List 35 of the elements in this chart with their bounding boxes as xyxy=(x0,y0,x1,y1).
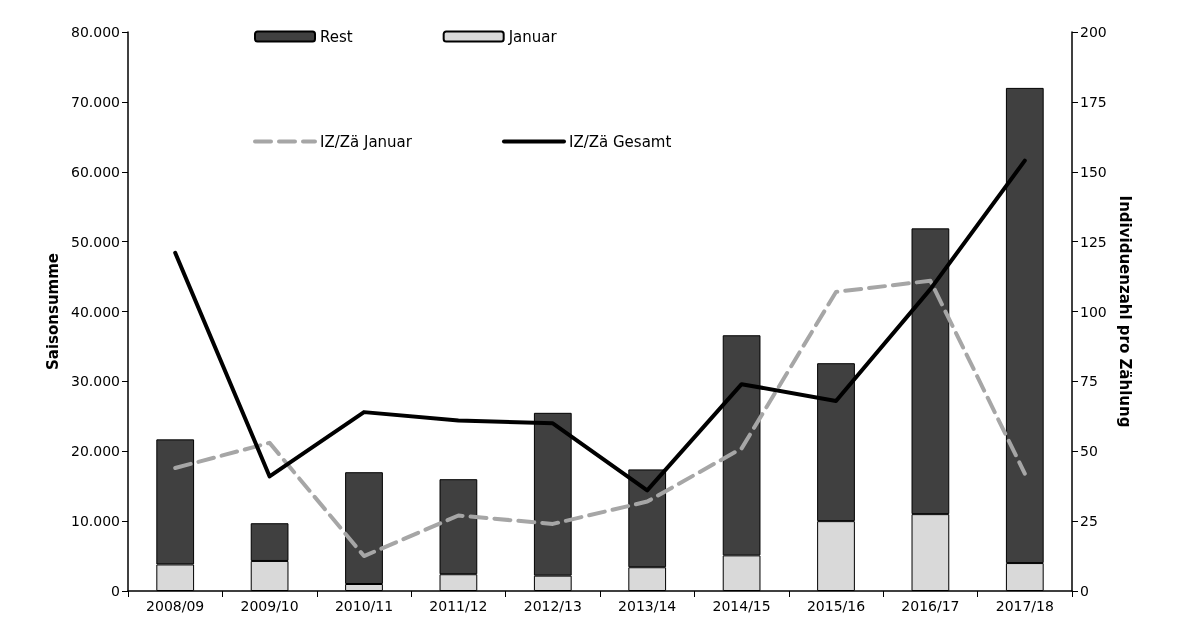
legend-label: Januar xyxy=(507,27,558,46)
y-tick-label: 70.000 xyxy=(71,93,120,110)
x-tick-label: 2010/11 xyxy=(334,598,394,614)
y-tick-label: 0 xyxy=(111,583,120,599)
line-series xyxy=(173,278,1027,559)
x-tick-label: 2009/10 xyxy=(240,598,299,614)
y-tick-label: 60.000 xyxy=(71,163,120,180)
y-tick-label: 80.000 xyxy=(71,24,120,40)
y-axis-title: Saisonsumme xyxy=(43,252,62,371)
y2-tick-label: 125 xyxy=(1080,233,1107,250)
y-tick-label: 40.000 xyxy=(71,303,120,320)
x-tick-label: 2011/12 xyxy=(429,598,488,614)
y2-tick-label: 75 xyxy=(1080,373,1098,390)
legend-label: Rest xyxy=(320,27,353,46)
y2-tick-label: 0 xyxy=(1080,583,1089,599)
y2-tick-label: 150 xyxy=(1080,163,1107,180)
x-tick-label: 2008/09 xyxy=(146,598,205,614)
y2-tick-label: 25 xyxy=(1080,513,1098,530)
y2-tick-label: 50 xyxy=(1080,443,1098,460)
y2-tick-label: 175 xyxy=(1080,93,1107,110)
y-tick-label: 20.000 xyxy=(71,443,120,460)
y-tick-label: 50.000 xyxy=(71,233,120,250)
x-tick-label: 2014/15 xyxy=(712,598,771,614)
legend-label: IZ/Zä Gesamt xyxy=(568,132,672,151)
y2-tick-label: 200 xyxy=(1080,24,1107,40)
x-tick-label: 2012/13 xyxy=(523,598,582,614)
y2-tick-label: 100 xyxy=(1080,303,1107,320)
x-tick-label: 2015/16 xyxy=(806,598,866,614)
x-tick-label: 2016/17 xyxy=(901,598,960,614)
x-tick-label: 2013/14 xyxy=(618,598,677,614)
legend-label: IZ/Zä Januar xyxy=(320,132,413,151)
x-tick-label: 2017/18 xyxy=(995,598,1054,614)
y-tick-label: 10.000 xyxy=(71,513,120,530)
y2-axis-title: Individuenzahl pro Zählung xyxy=(1116,195,1135,428)
y-tick-label: 30.000 xyxy=(71,373,120,390)
